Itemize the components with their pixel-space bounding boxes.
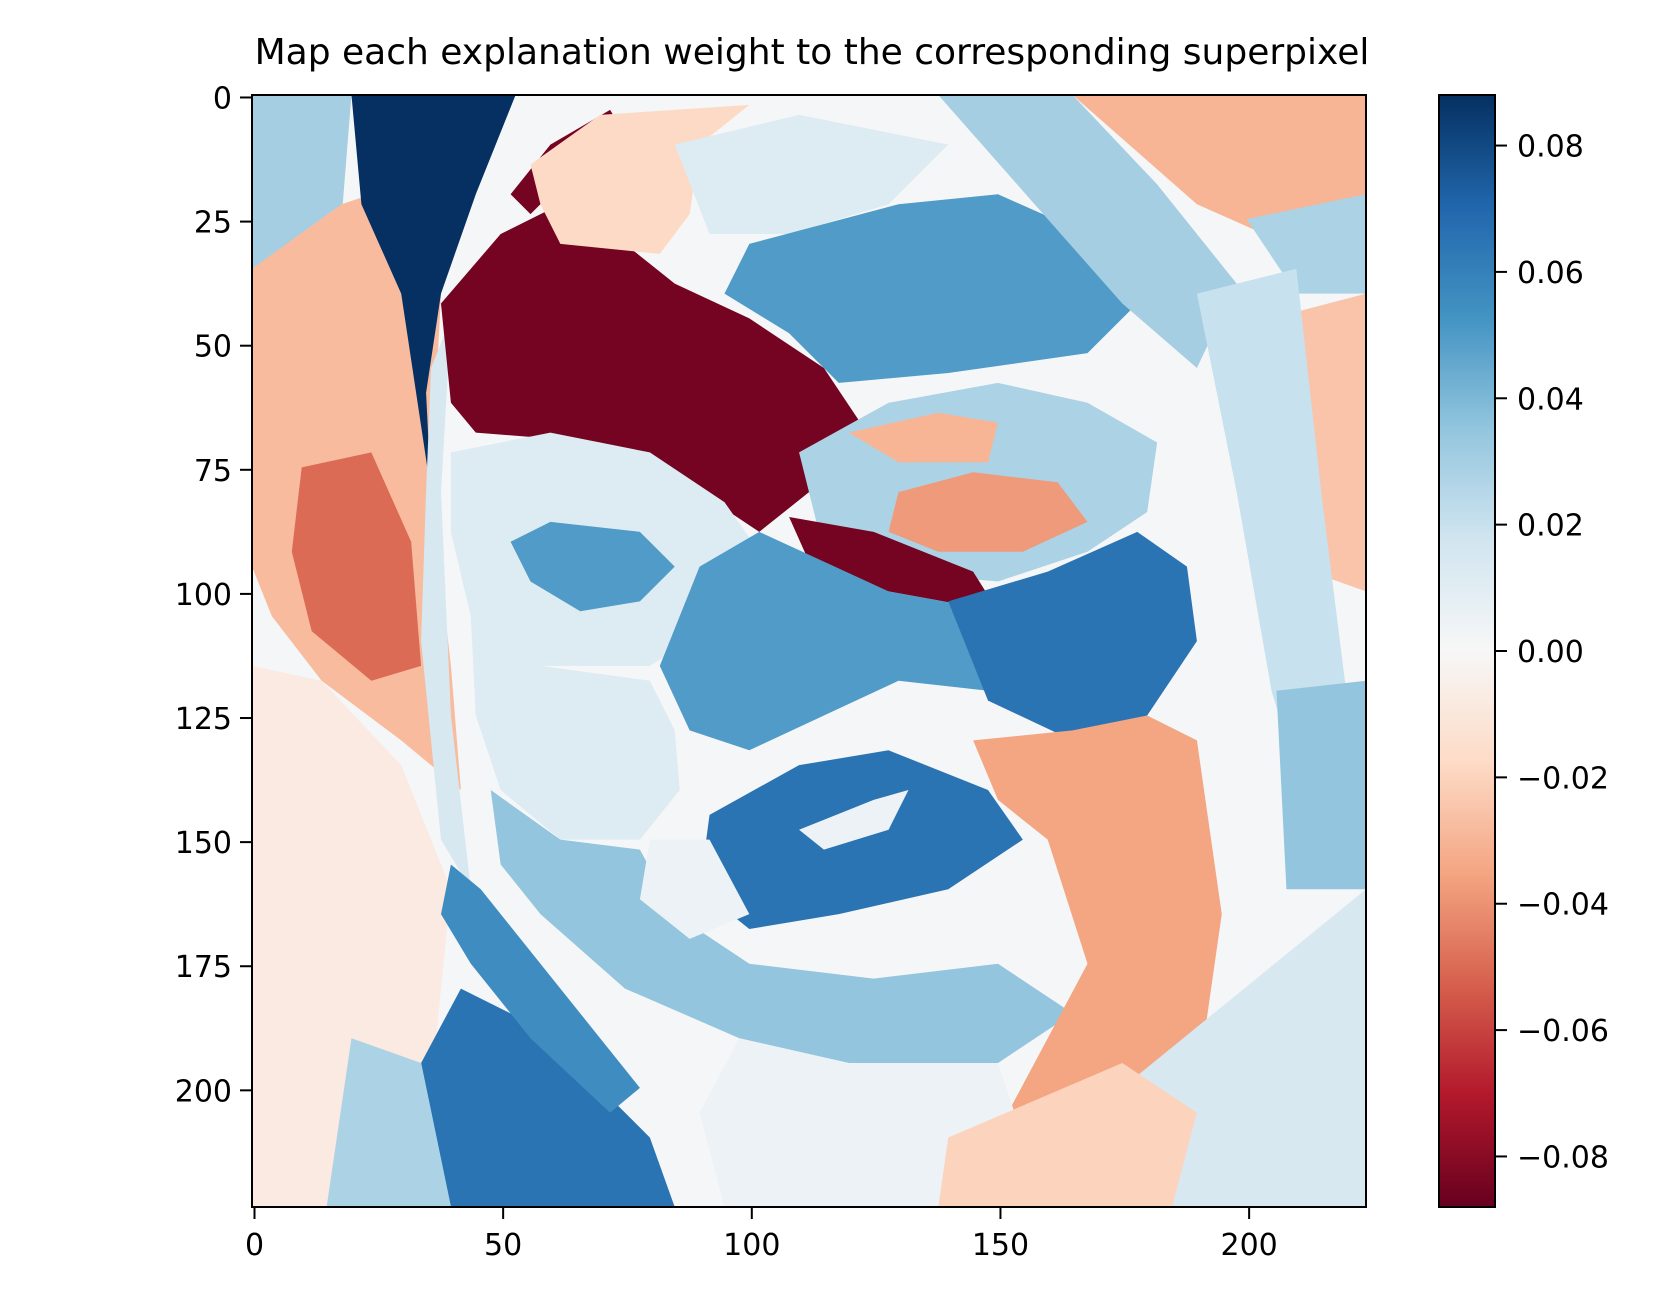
superpixel-left-eye-blue [510,521,675,612]
y-tick-label: 25 [194,206,232,241]
x-tick-label: 100 [723,1228,780,1263]
colorbar-tick-label: 0.08 [1517,130,1584,165]
y-tick-label: 175 [175,950,232,985]
superpixel-mouth-lower-light [639,839,750,939]
superpixel-left-hair-dark-salmon [291,452,422,681]
colorbar-tick-label: −0.06 [1517,1014,1609,1049]
superpixel-nose-bridge-red [789,516,998,612]
superpixel-right-eye-inner-salmon [888,472,1088,552]
y-tick-label: 200 [175,1074,232,1109]
colorbar-tick-label: −0.08 [1517,1140,1609,1175]
superpixel-lower-left-blue-streak [440,864,640,1113]
colorbar-tick-label: 0.06 [1517,256,1584,291]
plot-frame [251,94,1367,1208]
superpixel-right-eye-salmon [848,412,998,463]
heatmap-layer [252,95,1366,1207]
colorbar-axis: 0.08 0.06 0.04 0.02 0.00 −0.02 −0.04 −0.06 −0.08 [1495,130,1609,1175]
colorbar-tick-label: −0.04 [1517,888,1609,923]
y-axis: 0 25 50 75 100 125 150 175 200 [175,81,252,1109]
superpixel-top-right-salmon-hair [1072,95,1366,244]
superpixel-forehead-blue-right [724,194,1138,383]
colorbar [1439,95,1495,1207]
y-tick-label: 75 [194,454,232,489]
superpixel-lower-left-dark-blue [421,988,675,1207]
superpixel-left-cheek-light [470,616,680,840]
superpixel-lower-right-light-blue [1276,680,1366,890]
colorbar-tick-label: 0.02 [1517,509,1584,544]
x-tick-label: 0 [245,1228,264,1263]
y-tick-label: 100 [175,578,232,613]
superpixel-right-light-blue-edge [1246,194,1366,294]
superpixel-nose-blue [659,531,998,751]
x-axis: 0 50 100 150 200 [245,1207,1278,1263]
y-tick-label: 125 [175,702,232,737]
superpixel-mouth-light-streak [799,790,909,850]
superpixel-lower-center-light [699,1038,1023,1207]
colorbar-tick-label: −0.02 [1517,761,1609,796]
x-tick-label: 150 [972,1228,1029,1263]
superpixel-lower-left-light-blue [326,1038,451,1207]
x-tick-label: 200 [1220,1228,1277,1263]
colorbar-tick-label: 0.00 [1517,635,1584,670]
y-tick-label: 50 [194,330,232,365]
y-tick-label: 150 [175,826,232,861]
chart-title: Map each explanation weight to the corre… [255,32,1370,73]
superpixel-top-right-light-blue [938,95,1237,369]
x-tick-label: 50 [484,1228,522,1263]
superpixel-left-hair-light-blue [252,95,352,294]
superpixel-forehead-light-center [674,114,949,234]
y-tick-label: 0 [213,81,232,116]
superpixel-hair-light-blue-strip [421,318,471,890]
superpixel-top-hair-dark-blue [351,95,516,493]
superpixel-mouth-dark-blue [699,750,1023,929]
superpixel-lower-face-light-blue [490,790,1073,1064]
superpixel-bottom-peach-right [938,1063,1197,1207]
colorbar-tick-label: 0.04 [1517,382,1584,417]
superpixel-forehead-left-red [440,204,874,532]
superpixel-right-cheek-dark-blue [948,531,1197,741]
